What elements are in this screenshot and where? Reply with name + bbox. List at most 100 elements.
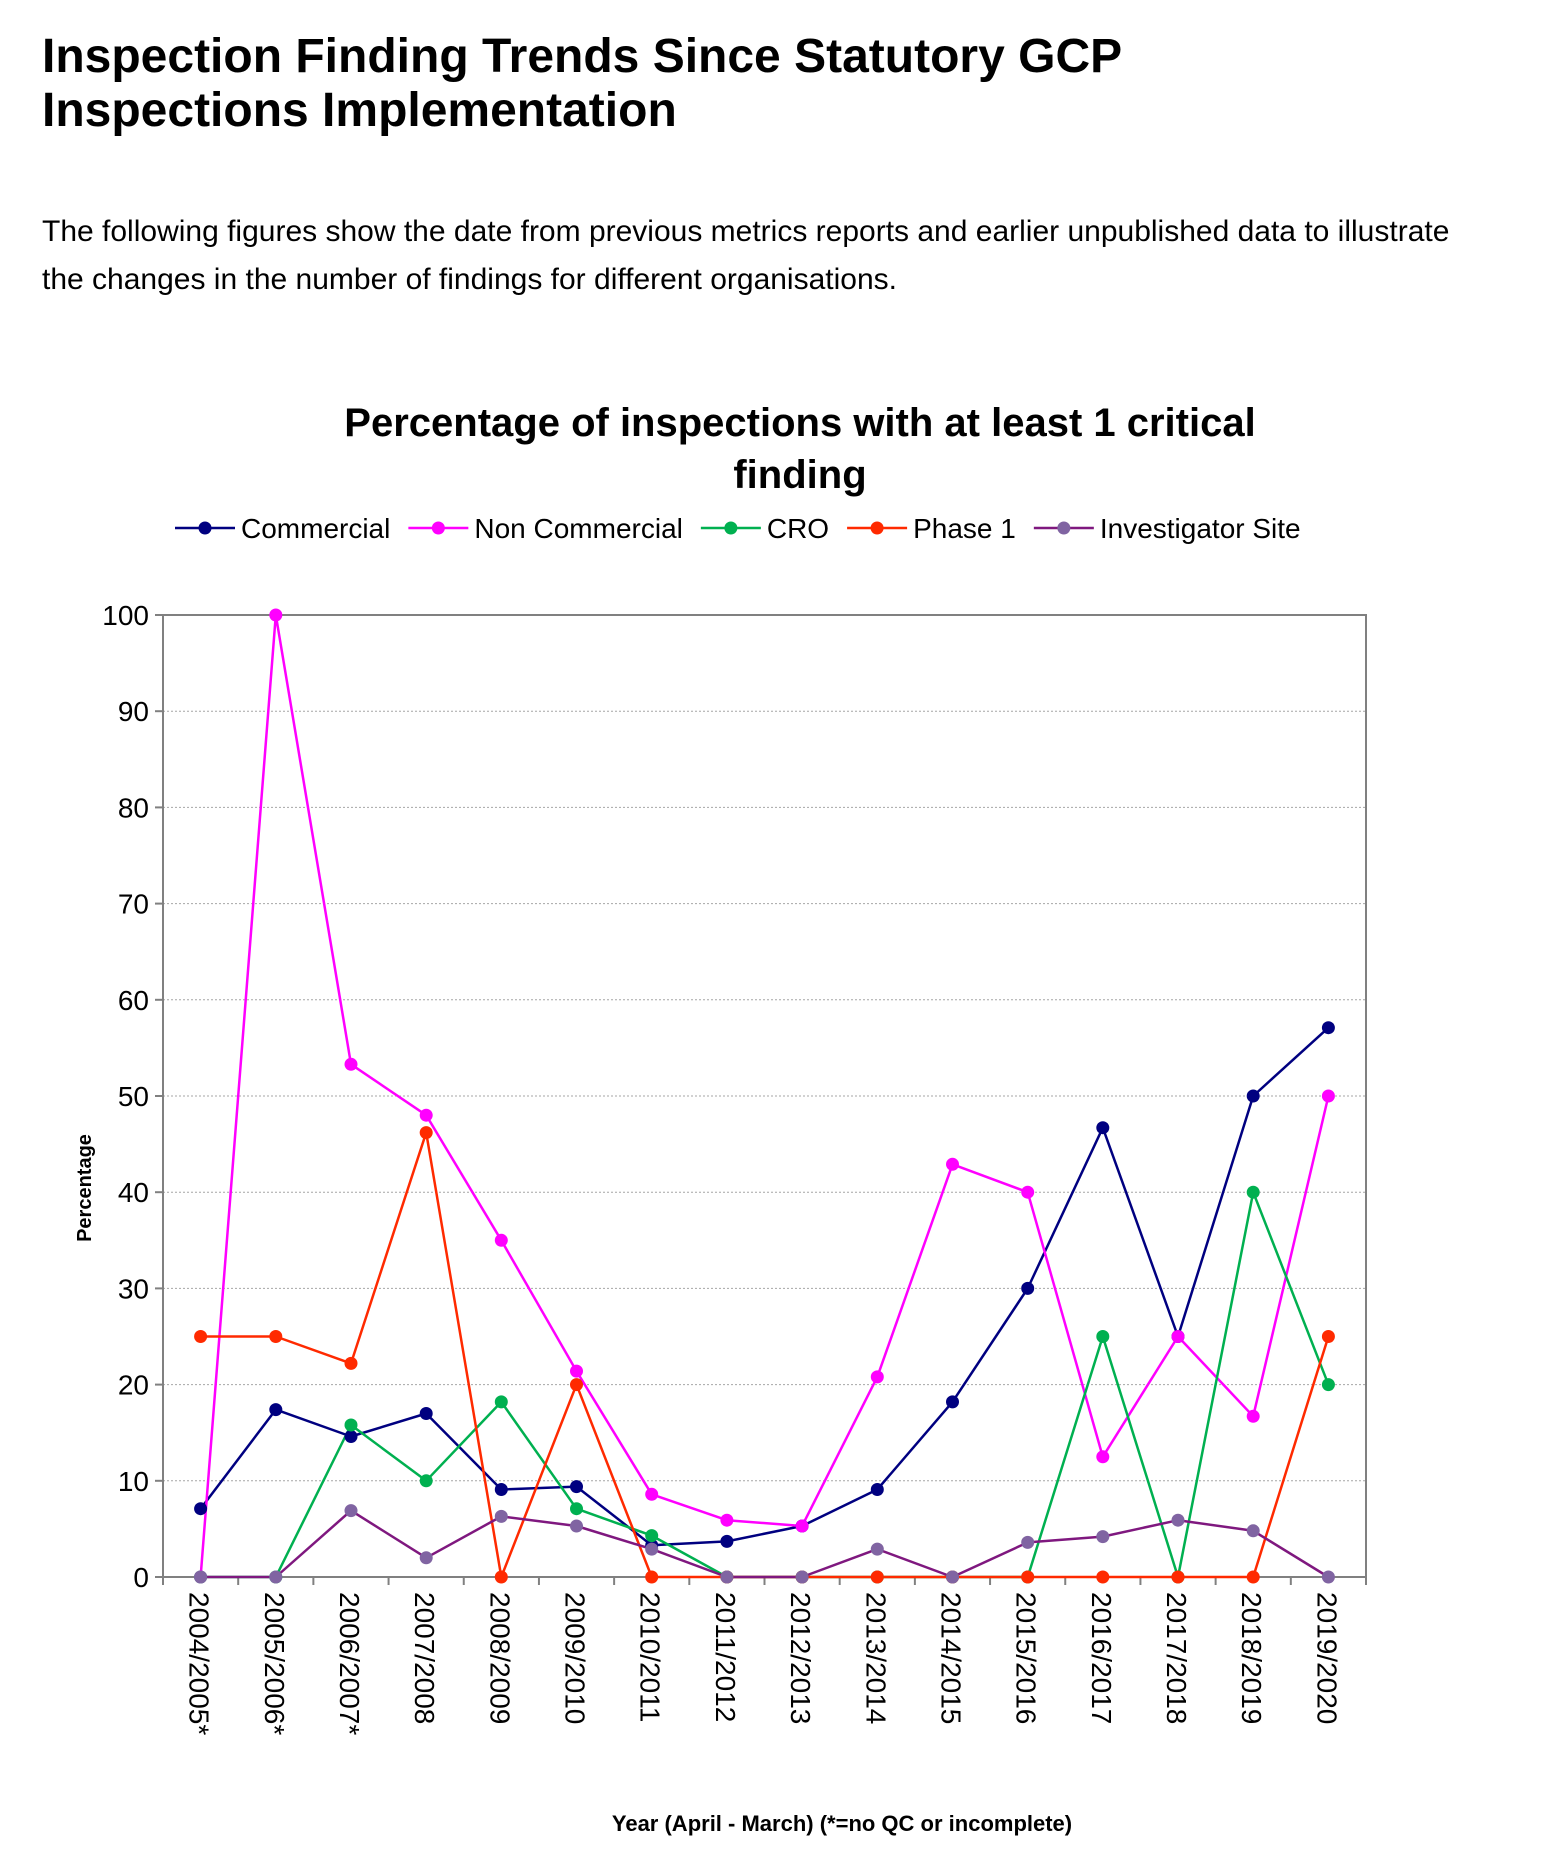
legend-label: CRO xyxy=(767,513,829,544)
x-tick-label: 2008/2009 xyxy=(484,1592,515,1724)
y-tick-label: 20 xyxy=(118,1370,149,1401)
x-tick-label: 2010/2011 xyxy=(635,1592,666,1722)
data-point-non-commercial xyxy=(645,1488,658,1501)
data-point-investigator-site xyxy=(946,1571,959,1584)
x-tick-label: 2016/2017 xyxy=(1086,1592,1117,1724)
data-point-non-commercial xyxy=(1322,1090,1335,1103)
chart-title-line-1: Percentage of inspections with at least … xyxy=(344,401,1255,445)
x-tick-label: 2017/2018 xyxy=(1161,1592,1192,1724)
data-point-phase-1 xyxy=(570,1378,583,1391)
data-point-non-commercial xyxy=(1172,1330,1185,1343)
series-line-phase-1 xyxy=(201,1133,1329,1577)
y-tick-label: 60 xyxy=(118,985,149,1016)
y-tick-label: 40 xyxy=(118,1177,149,1208)
data-point-non-commercial xyxy=(871,1370,884,1383)
data-point-investigator-site xyxy=(871,1543,884,1556)
x-tick-label: 2014/2015 xyxy=(935,1592,966,1724)
data-point-non-commercial xyxy=(946,1158,959,1171)
legend-label: Phase 1 xyxy=(913,513,1016,544)
x-tick-label: 2006/2007* xyxy=(334,1592,365,1735)
y-tick-label: 100 xyxy=(102,600,149,631)
x-tick-label: 2009/2010 xyxy=(560,1592,591,1724)
data-point-cro xyxy=(345,1419,358,1432)
data-point-non-commercial xyxy=(420,1109,433,1122)
data-point-commercial xyxy=(1322,1021,1335,1034)
data-point-investigator-site xyxy=(1322,1571,1335,1584)
x-axis-label: Year (April - March) (*=no QC or incompl… xyxy=(612,1811,1072,1836)
data-point-commercial xyxy=(194,1502,207,1515)
data-point-cro xyxy=(1322,1378,1335,1391)
x-tick-label: 2012/2013 xyxy=(785,1592,816,1724)
data-point-investigator-site xyxy=(720,1571,733,1584)
legend-marker xyxy=(199,522,212,535)
data-point-non-commercial xyxy=(720,1514,733,1527)
data-point-commercial xyxy=(1247,1090,1260,1103)
legend-item-commercial: Commercial xyxy=(175,513,390,544)
x-tick-label: 2004/2005* xyxy=(184,1592,215,1735)
data-point-cro xyxy=(1096,1330,1109,1343)
legend-marker xyxy=(432,522,445,535)
data-point-commercial xyxy=(1021,1282,1034,1295)
data-point-phase-1 xyxy=(645,1571,658,1584)
x-tick-label: 2015/2016 xyxy=(1011,1592,1042,1724)
data-point-phase-1 xyxy=(1247,1571,1260,1584)
gridlines xyxy=(163,711,1366,1481)
data-point-non-commercial xyxy=(1247,1410,1260,1423)
x-axis: 2004/2005* 2005/2006* 2006/2007* 2007/2008 2… xyxy=(163,1577,1366,1735)
data-point-commercial xyxy=(345,1430,358,1443)
y-axis: 0102030405060708090100 xyxy=(102,600,163,1593)
data-point-investigator-site xyxy=(1096,1530,1109,1543)
data-point-commercial xyxy=(495,1483,508,1496)
x-tick-label: 2019/2020 xyxy=(1311,1592,1342,1724)
y-tick-label: 30 xyxy=(118,1273,149,1304)
data-point-cro xyxy=(1247,1186,1260,1199)
data-point-phase-1 xyxy=(194,1330,207,1343)
data-point-cro xyxy=(420,1474,433,1487)
legend-label: Investigator Site xyxy=(1100,513,1301,544)
data-point-investigator-site xyxy=(796,1571,809,1584)
legend-item-phase-1: Phase 1 xyxy=(847,513,1016,544)
x-tick-label: 2011/2012 xyxy=(710,1592,741,1722)
data-point-investigator-site xyxy=(1021,1536,1034,1549)
series-line-commercial xyxy=(201,1028,1329,1546)
data-point-investigator-site xyxy=(420,1551,433,1564)
legend-label: Commercial xyxy=(241,513,390,544)
data-point-phase-1 xyxy=(1322,1330,1335,1343)
data-point-commercial xyxy=(871,1483,884,1496)
data-point-cro xyxy=(645,1529,658,1542)
legend-item-non-commercial: Non Commercial xyxy=(408,513,683,544)
data-point-commercial xyxy=(269,1403,282,1416)
data-point-non-commercial xyxy=(1096,1450,1109,1463)
data-point-phase-1 xyxy=(1096,1571,1109,1584)
data-point-non-commercial xyxy=(796,1520,809,1533)
data-point-commercial xyxy=(1096,1121,1109,1134)
data-point-phase-1 xyxy=(345,1357,358,1370)
legend-marker xyxy=(871,522,884,535)
data-point-phase-1 xyxy=(1172,1571,1185,1584)
chart-legend: Commercial Non Commercial CRO Phase 1 Invest… xyxy=(175,513,1301,544)
data-point-investigator-site xyxy=(1172,1514,1185,1527)
data-point-investigator-site xyxy=(269,1571,282,1584)
x-tick-label: 2007/2008 xyxy=(409,1592,440,1724)
data-point-commercial xyxy=(946,1395,959,1408)
legend-item-investigator-site: Investigator Site xyxy=(1034,513,1301,544)
data-point-investigator-site xyxy=(345,1504,358,1517)
y-tick-label: 0 xyxy=(133,1562,149,1593)
data-point-non-commercial xyxy=(269,609,282,622)
data-point-commercial xyxy=(420,1407,433,1420)
y-tick-label: 50 xyxy=(118,1081,149,1112)
legend-marker xyxy=(1057,522,1070,535)
y-tick-label: 90 xyxy=(118,696,149,727)
y-tick-label: 80 xyxy=(118,792,149,823)
legend-label: Non Commercial xyxy=(474,513,683,544)
data-point-phase-1 xyxy=(269,1330,282,1343)
data-point-investigator-site xyxy=(570,1520,583,1533)
data-point-non-commercial xyxy=(570,1365,583,1378)
x-tick-label: 2005/2006* xyxy=(259,1592,290,1735)
y-axis-label: Percentage xyxy=(74,1134,96,1242)
legend-item-cro: CRO xyxy=(701,513,829,544)
data-point-cro xyxy=(570,1502,583,1515)
data-point-phase-1 xyxy=(1021,1571,1034,1584)
y-tick-label: 70 xyxy=(118,889,149,920)
